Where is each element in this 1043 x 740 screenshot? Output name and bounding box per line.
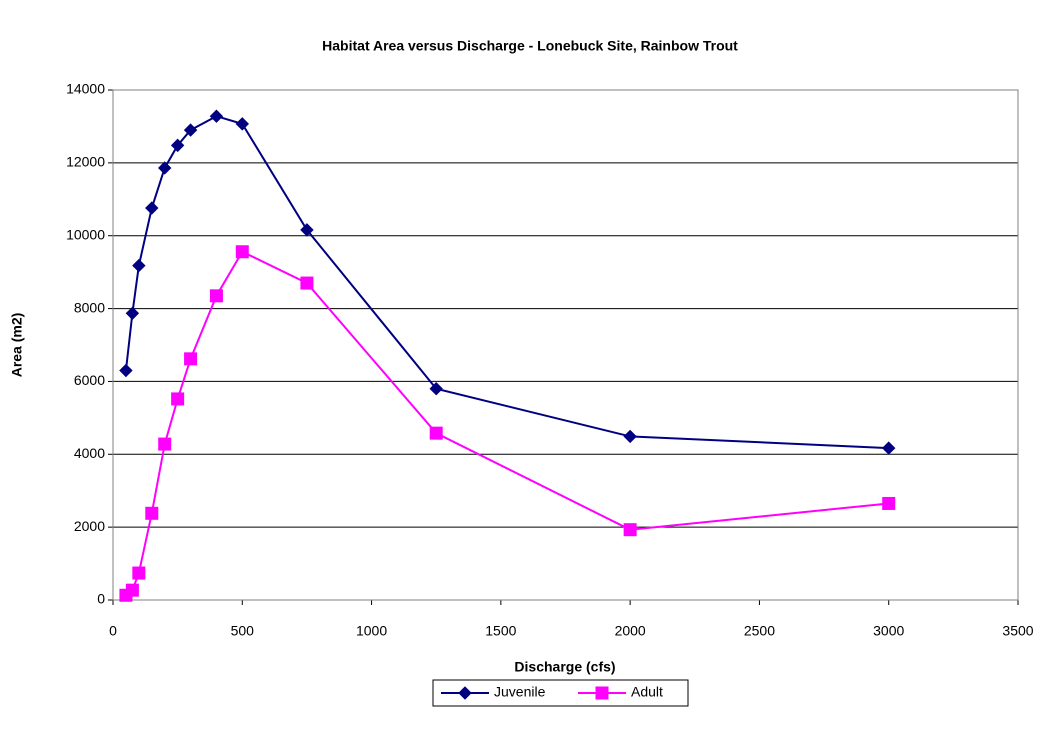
x-tick-label: 1000: [356, 623, 387, 639]
x-tick-label: 2500: [744, 623, 775, 639]
marker: [158, 437, 172, 451]
marker: [458, 686, 472, 700]
marker: [125, 306, 140, 321]
marker: [209, 109, 224, 123]
marker: [145, 506, 159, 520]
marker: [623, 523, 637, 537]
marker: [171, 392, 185, 406]
x-tick-label: 0: [109, 623, 117, 639]
marker: [145, 201, 159, 215]
marker: [125, 583, 139, 597]
marker: [429, 382, 443, 396]
x-tick-label: 1500: [485, 623, 516, 639]
marker: [300, 223, 314, 237]
y-tick-label: 8000: [74, 299, 105, 315]
x-axis-title: Discharge (cfs): [514, 659, 615, 675]
marker: [882, 441, 896, 455]
marker: [132, 566, 146, 580]
marker: [882, 496, 896, 510]
chart-title: Habitat Area versus Discharge - Lonebuck…: [322, 38, 738, 54]
marker: [183, 123, 198, 137]
x-tick-label: 3000: [873, 623, 904, 639]
marker: [623, 429, 637, 444]
marker: [595, 686, 609, 700]
y-tick-label: 6000: [74, 372, 105, 388]
plot-border: [112, 89, 1019, 601]
y-tick-label: 2000: [74, 518, 105, 534]
y-tick-label: 0: [97, 591, 105, 607]
marker: [235, 245, 249, 259]
marker: [132, 258, 146, 273]
marker: [300, 276, 314, 290]
x-tick-label: 500: [231, 623, 255, 639]
y-tick-label: 4000: [74, 445, 105, 461]
y-tick-label: 12000: [66, 154, 105, 170]
x-tick-label: 2000: [615, 623, 646, 639]
marker: [170, 138, 185, 153]
y-tick-label: 14000: [66, 81, 105, 97]
marker: [235, 117, 249, 131]
y-axis-title: Area (m2): [9, 313, 25, 378]
marker: [158, 161, 172, 175]
marker: [119, 363, 133, 378]
legend-label: Adult: [631, 684, 663, 700]
series-line: [125, 250, 889, 597]
legend-label: Juvenile: [494, 684, 546, 700]
x-tick-label: 3500: [1002, 623, 1033, 639]
series-line: [124, 115, 889, 450]
marker: [184, 352, 198, 366]
marker: [209, 289, 223, 303]
y-tick-label: 10000: [66, 226, 105, 242]
marker: [429, 426, 443, 440]
